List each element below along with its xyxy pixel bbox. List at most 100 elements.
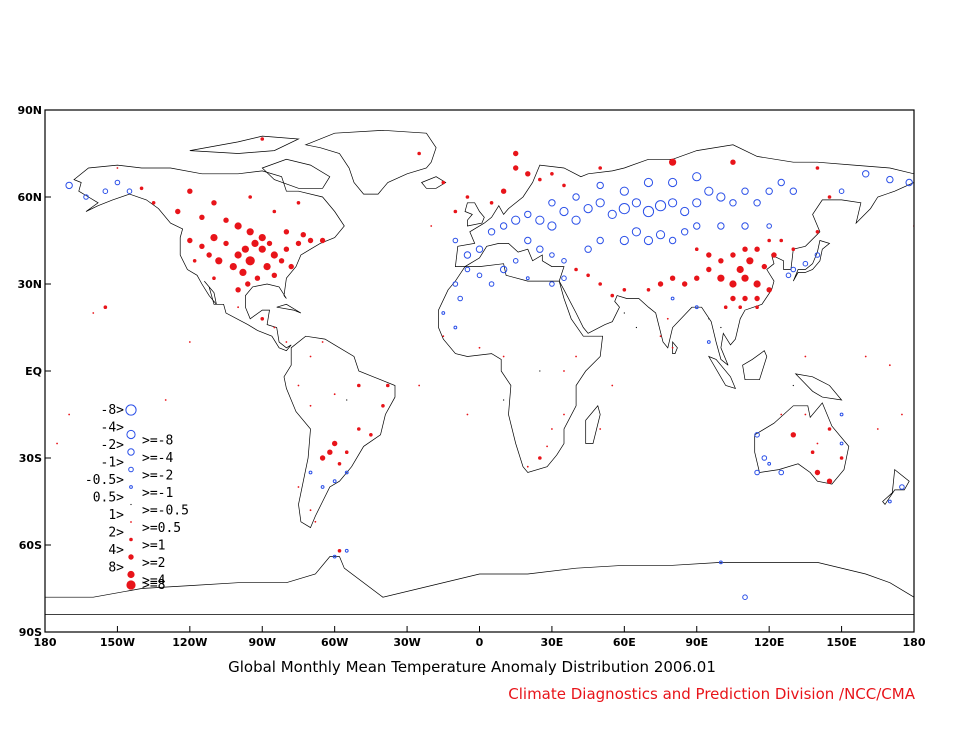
- warm-anomaly-marker: [598, 282, 602, 286]
- baffin-outline: [261, 158, 331, 189]
- warm-anomaly-marker: [729, 280, 737, 288]
- lat-tick-label: 90N: [17, 104, 42, 117]
- warm-anomaly-marker: [215, 257, 223, 265]
- warm-anomaly-marker: [814, 469, 821, 476]
- warm-anomaly-marker: [746, 257, 754, 265]
- cold-anomaly-marker: [668, 198, 678, 208]
- warm-anomaly-marker: [575, 355, 577, 358]
- cold-anomaly-marker: [618, 203, 630, 215]
- legend-left-label: 2>: [108, 526, 124, 541]
- lon-tick-label: 60E: [613, 636, 636, 649]
- warm-anomaly-marker: [586, 273, 590, 278]
- legend-symbol: [130, 521, 132, 523]
- warm-anomaly-marker: [239, 268, 247, 276]
- legend-left-label: 0.5>: [93, 491, 124, 506]
- cold-anomaly-marker: [886, 175, 894, 184]
- warm-anomaly-marker: [254, 275, 261, 281]
- cold-anomaly-marker: [344, 470, 349, 475]
- legend: -8> -4> >=-8 -2> >=-4 -1> >=-2 -0.5> >=-1 0.5> >=-…: [85, 403, 189, 593]
- cold-anomaly-marker: [452, 281, 459, 287]
- warm-anomaly-marker: [810, 450, 815, 455]
- legend-left-label: -4>: [101, 421, 125, 436]
- cold-anomaly-marker: [457, 295, 463, 302]
- cold-anomaly-marker: [535, 215, 545, 225]
- legend-left-label: -8>: [101, 403, 125, 418]
- legend-symbol: [125, 404, 137, 416]
- warm-anomaly-marker: [550, 172, 554, 176]
- warm-anomaly-marker: [804, 413, 807, 416]
- warm-anomaly-marker: [622, 288, 627, 292]
- cold-anomaly-marker: [83, 194, 89, 200]
- warm-anomaly-marker: [272, 209, 277, 214]
- warm-anomaly-marker: [694, 275, 700, 281]
- warm-anomaly-marker: [730, 295, 736, 302]
- coastlines: [45, 129, 914, 615]
- lon-tick-label: 90W: [249, 636, 276, 649]
- cold-anomaly-marker: [754, 432, 760, 438]
- cold-anomaly-marker: [607, 209, 617, 219]
- warm-anomaly-marker: [742, 246, 748, 252]
- lat-tick-label: 30N: [17, 278, 42, 291]
- cold-anomaly-marker: [693, 222, 701, 230]
- cold-anomaly-marker: [536, 245, 544, 253]
- warm-anomaly-marker: [669, 158, 677, 166]
- cold-anomaly-marker: [631, 198, 642, 208]
- new-guinea-outline: [794, 373, 843, 401]
- warm-anomaly-marker: [92, 312, 95, 314]
- warm-anomaly-marker: [258, 245, 266, 253]
- iceland-outline: [421, 176, 447, 189]
- warm-anomaly-marker: [139, 186, 144, 191]
- warm-anomaly-marker: [730, 159, 736, 165]
- legend-symbol: [128, 554, 134, 560]
- legend-right-label: >=2: [142, 556, 165, 571]
- warm-anomaly-marker: [478, 346, 481, 349]
- neutral-anomaly-marker: [503, 399, 505, 401]
- australia-outline: [754, 402, 850, 485]
- warm-anomaly-marker: [260, 137, 265, 141]
- lon-tick-label: 30W: [393, 636, 420, 649]
- warm-anomaly-marker: [223, 217, 229, 223]
- warm-anomaly-marker: [513, 165, 519, 171]
- cold-anomaly-marker: [619, 186, 629, 196]
- cold-anomaly-marker: [680, 228, 689, 236]
- cold-anomaly-marker: [561, 275, 567, 282]
- warm-anomaly-marker: [502, 355, 505, 358]
- warm-anomaly-marker: [283, 229, 290, 235]
- lon-tick-label: 150E: [826, 636, 856, 649]
- warm-anomaly-marker: [610, 293, 615, 298]
- south-america-outline: [283, 335, 396, 529]
- warm-anomaly-marker: [270, 251, 278, 259]
- cold-anomaly-marker: [729, 199, 737, 207]
- warm-anomaly-marker: [296, 201, 301, 205]
- cold-anomaly-marker: [694, 305, 699, 310]
- cold-anomaly-marker: [631, 227, 642, 237]
- station-markers: [56, 137, 914, 601]
- cold-anomaly-marker: [525, 276, 530, 281]
- legend-symbol: [127, 448, 135, 456]
- warm-anomaly-marker: [513, 150, 519, 157]
- warm-anomaly-marker: [804, 355, 807, 358]
- britain-outline: [464, 202, 485, 227]
- neutral-anomaly-marker: [623, 312, 625, 314]
- warm-anomaly-marker: [211, 200, 217, 206]
- cold-anomaly-marker: [761, 455, 768, 461]
- cold-anomaly-marker: [596, 181, 604, 190]
- warm-anomaly-marker: [599, 428, 602, 430]
- cold-anomaly-marker: [704, 186, 714, 196]
- cold-anomaly-marker: [476, 272, 483, 279]
- cold-anomaly-marker: [766, 223, 772, 229]
- lat-tick-label: EQ: [25, 365, 42, 378]
- warm-anomaly-marker: [192, 259, 197, 263]
- warm-anomaly-marker: [669, 275, 676, 281]
- cold-anomaly-marker: [765, 187, 773, 195]
- warm-anomaly-marker: [730, 252, 736, 258]
- warm-anomaly-marker: [563, 370, 565, 372]
- warm-anomaly-marker: [271, 272, 278, 278]
- cold-anomaly-marker: [899, 484, 905, 490]
- warm-anomaly-marker: [199, 214, 205, 220]
- cold-anomaly-marker: [753, 199, 761, 207]
- warm-anomaly-marker: [574, 267, 578, 272]
- lon-tick-label: 0: [476, 636, 484, 649]
- warm-anomaly-marker: [888, 364, 891, 367]
